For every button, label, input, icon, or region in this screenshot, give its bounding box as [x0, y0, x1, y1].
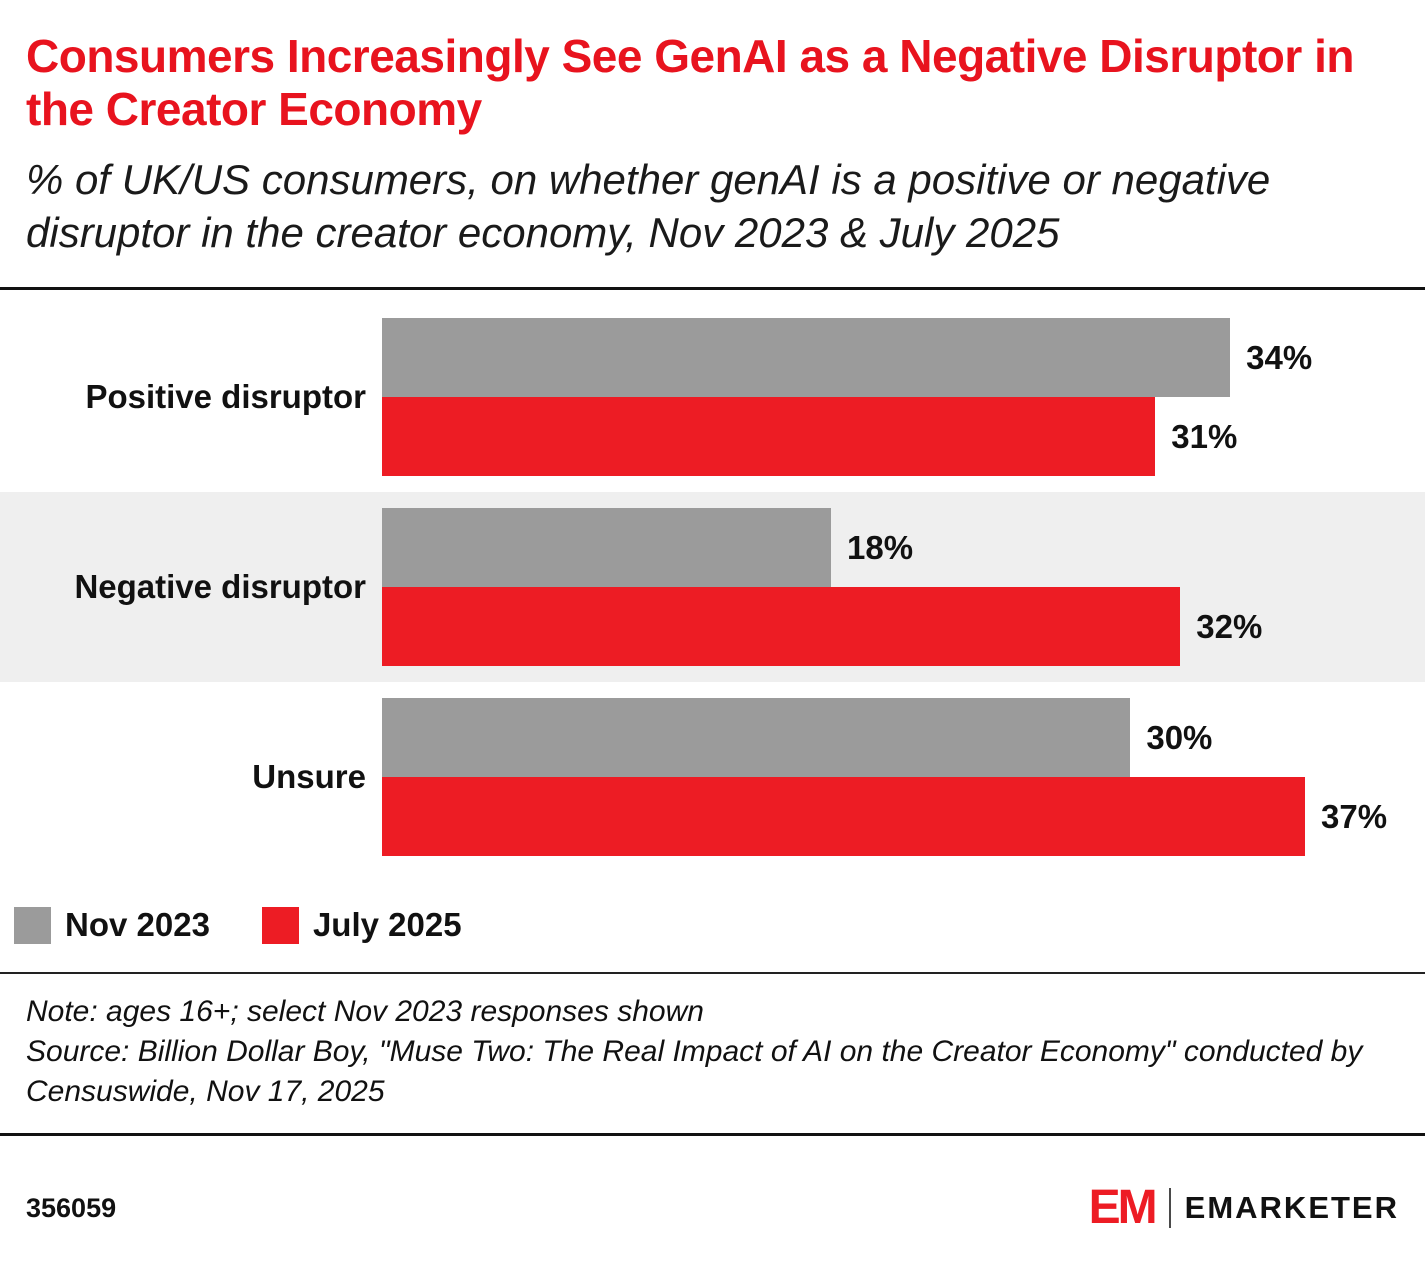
bar-group: 30% 37% — [382, 698, 1425, 857]
bar — [382, 508, 831, 588]
legend-label: July 2025 — [312, 906, 462, 944]
bar-value-label: 37% — [1321, 797, 1388, 835]
chart-title: Consumers Increasingly See GenAI as a Ne… — [26, 30, 1354, 136]
bar — [382, 587, 1181, 667]
logo-divider — [1168, 1188, 1171, 1229]
notes-block: Note: ages 16+; select Nov 2023 response… — [0, 974, 1425, 1133]
legend-item: July 2025 — [261, 906, 462, 944]
emarketer-logo-text: EMARKETER — [1184, 1190, 1399, 1226]
chart-header: Consumers Increasingly See GenAI as a Ne… — [0, 0, 1425, 287]
bar — [382, 698, 1131, 778]
legend-swatch — [261, 906, 299, 944]
category-label: Positive disruptor — [85, 378, 366, 416]
emarketer-logo-mark-icon: EM — [1088, 1181, 1158, 1235]
emarketer-logo: EM EMARKETER — [1089, 1184, 1399, 1232]
chart-row: Negative disruptor 18% 32% — [0, 492, 1425, 683]
bar-line: 30% — [382, 698, 1425, 778]
bar-value-label: 18% — [847, 528, 914, 566]
bar-value-label: 34% — [1246, 338, 1313, 376]
category-label: Unsure — [252, 758, 366, 796]
footer: 356059 EM EMARKETER — [0, 1136, 1425, 1280]
chart-row: Unsure 30% 37% — [0, 682, 1425, 872]
bar-line: 18% — [382, 508, 1425, 588]
legend-swatch — [14, 906, 51, 944]
bar-line: 31% — [382, 397, 1425, 477]
bar-line: 34% — [382, 318, 1425, 398]
bar-group: 18% 32% — [382, 508, 1425, 667]
bar-group: 34% 31% — [382, 318, 1425, 477]
bar-value-label: 30% — [1146, 718, 1213, 756]
chart-row: Positive disruptor 34% 31% — [0, 302, 1425, 492]
notes-divider — [0, 972, 1425, 975]
source-text: Source: Billion Dollar Boy, "Muse Two: T… — [26, 1034, 1363, 1108]
bar — [382, 397, 1156, 477]
note-text: Note: ages 16+; select Nov 2023 response… — [26, 995, 704, 1029]
chart-id: 356059 — [26, 1192, 117, 1223]
legend-item: Nov 2023 — [14, 906, 210, 944]
bar-value-label: 31% — [1171, 417, 1238, 455]
bar-line: 37% — [382, 777, 1425, 857]
header-divider — [0, 287, 1425, 291]
bar — [382, 777, 1306, 857]
bar-line: 32% — [382, 587, 1425, 667]
bar-chart: Positive disruptor 34% 31% Negative disrupt… — [0, 290, 1425, 872]
bar-value-label: 32% — [1196, 607, 1263, 645]
category-label: Negative disruptor — [74, 568, 366, 606]
footer-divider — [0, 1133, 1425, 1137]
legend-label: Nov 2023 — [65, 906, 210, 944]
bar — [382, 318, 1231, 398]
legend: Nov 2023 July 2025 — [0, 872, 1425, 972]
chart-subtitle: % of UK/US consumers, on whether genAI i… — [26, 155, 1271, 257]
